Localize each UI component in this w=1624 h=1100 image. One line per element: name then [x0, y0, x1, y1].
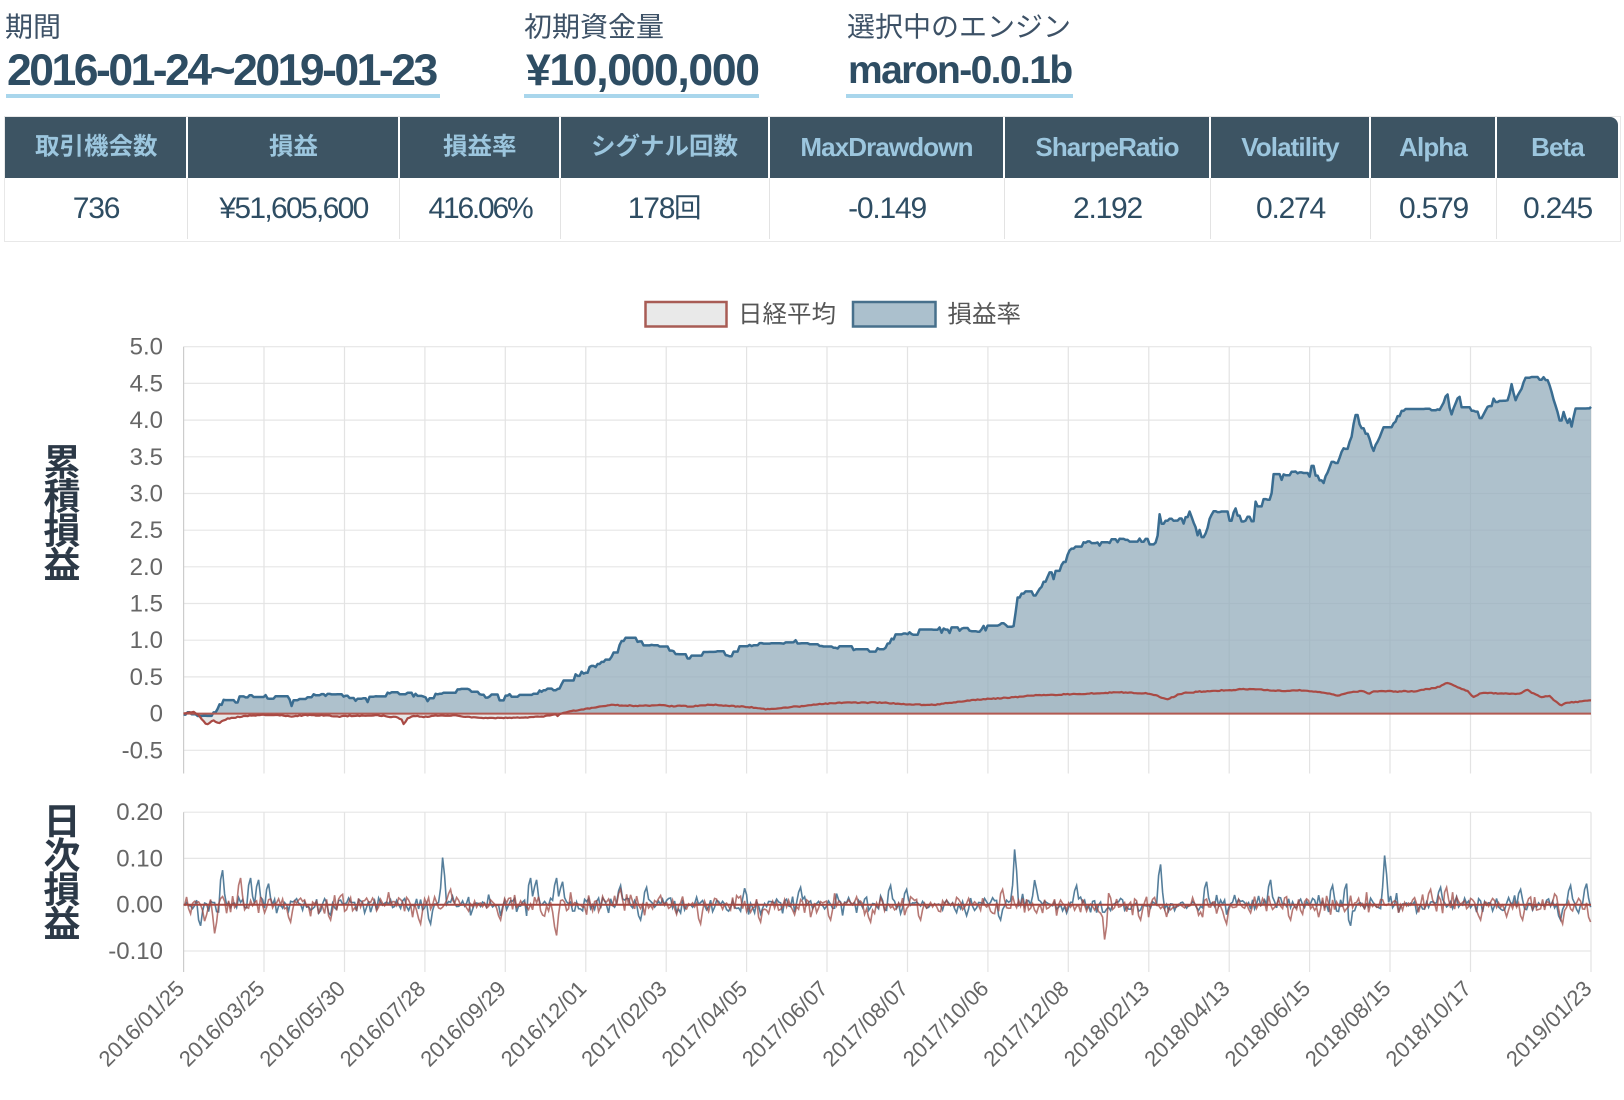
svg-text:2017/12/08: 2017/12/08	[978, 976, 1074, 1072]
svg-text:2016/01/25: 2016/01/25	[94, 976, 190, 1072]
svg-text:2019/01/23: 2019/01/23	[1501, 976, 1597, 1072]
svg-text:0.5: 0.5	[130, 664, 163, 691]
svg-text:0.00: 0.00	[116, 892, 163, 919]
svg-text:2016/05/30: 2016/05/30	[254, 976, 350, 1072]
svg-text:4.0: 4.0	[130, 407, 163, 434]
svg-text:2018/06/15: 2018/06/15	[1220, 976, 1316, 1072]
svg-text:2018/04/13: 2018/04/13	[1139, 976, 1235, 1072]
svg-text:1.5: 1.5	[130, 591, 163, 618]
svg-text:2016/09/29: 2016/09/29	[415, 976, 511, 1072]
svg-text:2.0: 2.0	[130, 554, 163, 581]
svg-text:2016/07/28: 2016/07/28	[335, 976, 431, 1072]
svg-text:3.5: 3.5	[130, 444, 163, 471]
svg-text:-0.5: -0.5	[122, 737, 163, 764]
svg-text:0.20: 0.20	[116, 799, 163, 826]
svg-text:0.10: 0.10	[116, 845, 163, 872]
svg-text:2.5: 2.5	[130, 517, 163, 544]
svg-text:2017/04/05: 2017/04/05	[657, 976, 753, 1072]
svg-text:2018/02/13: 2018/02/13	[1059, 976, 1155, 1072]
svg-text:2017/08/07: 2017/08/07	[817, 976, 913, 1072]
svg-text:3.0: 3.0	[130, 481, 163, 508]
svg-text:2016/12/01: 2016/12/01	[496, 976, 592, 1072]
svg-text:4.5: 4.5	[130, 370, 163, 397]
svg-text:1.0: 1.0	[130, 627, 163, 654]
svg-text:0: 0	[150, 701, 163, 728]
svg-text:5.0: 5.0	[130, 334, 163, 361]
svg-text:2017/06/07: 2017/06/07	[737, 976, 833, 1072]
svg-text:2018/10/17: 2018/10/17	[1380, 976, 1476, 1072]
svg-text:2018/08/15: 2018/08/15	[1300, 976, 1396, 1072]
svg-text:2017/02/03: 2017/02/03	[576, 976, 672, 1072]
svg-text:2017/10/06: 2017/10/06	[898, 976, 994, 1072]
svg-text:2016/03/25: 2016/03/25	[174, 976, 270, 1072]
svg-text:-0.10: -0.10	[108, 938, 163, 965]
